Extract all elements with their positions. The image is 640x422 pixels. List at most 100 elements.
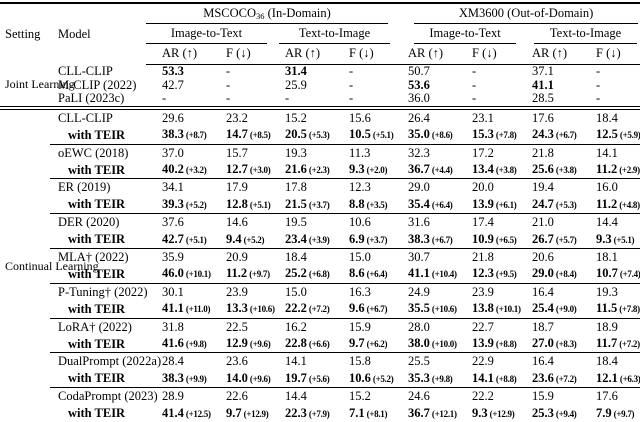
metric-cell: 13.9 (+8.8) — [456, 335, 517, 354]
metric-delta: (+10.0) — [431, 339, 457, 350]
metric-value: 16.3 — [349, 284, 371, 299]
metric-delta: (+3.8) — [495, 165, 517, 175]
metric-value: 41.1 — [532, 77, 554, 92]
metric-cell: 18.1 — [580, 249, 640, 266]
metric-delta: (+6.7) — [366, 304, 388, 315]
metric-value: 25.5 — [408, 354, 430, 369]
table-row: with TEIR 41.6 (+9.8) 12.9 (+9.6) 22.8 (+6.6) 9… — [0, 335, 640, 354]
model-cell-with-teir: with TEIR — [50, 335, 146, 354]
metric-value: 9.6 — [349, 301, 365, 316]
model-cell: DER (2020) — [58, 215, 120, 230]
metric-value: 14.0 — [226, 370, 248, 385]
metric-delta: (+6.8) — [308, 269, 330, 280]
metric-delta: (+8.7) — [185, 130, 207, 141]
metric-value: 22.5 — [226, 319, 248, 334]
metric-cell: 11.2 (+9.7) — [210, 265, 270, 284]
metric-delta: (+3.9) — [308, 234, 330, 245]
column-group-xm3600-out-of-domain: XM3600 (Out-of-Domain) — [392, 3, 640, 24]
metric-delta: (+6.4) — [431, 199, 453, 210]
metric-value: 17.6 — [596, 389, 618, 404]
metric-cell: 18.4 — [269, 249, 333, 266]
metric-cell: 41.4 (+12.5) — [146, 405, 211, 422]
metric-value: 10.5 — [349, 127, 371, 142]
metric-delta: (+6.4) — [366, 269, 388, 280]
metric-cell: 12.3 — [333, 179, 392, 196]
metric-delta: (+9.7) — [249, 269, 270, 280]
metric-cell: 42.7 (+5.1) — [146, 230, 210, 250]
metric-value: 9.3 — [596, 231, 612, 246]
column-subgroup-t2i-mscoco: Text-to-Image — [269, 24, 392, 44]
metric-value: 38.3 — [162, 370, 184, 385]
metric-cell: 37.0 — [146, 144, 210, 161]
metric-cell: - — [210, 78, 269, 93]
metric-value: 14.1 — [596, 145, 618, 160]
table-row: PaLI (2023c) - - - - 36.0 - 28.5 - — [0, 91, 640, 110]
metric-value: 53.6 — [408, 77, 430, 92]
metric-cell: 14.1 (+8.8) — [456, 369, 517, 389]
metric-value: 19.3 — [596, 284, 618, 299]
metric-value: 20.5 — [285, 127, 307, 142]
metric-value: 13.9 — [472, 196, 494, 211]
metric-cell: - — [146, 91, 210, 110]
subgroup-label: Image-to-Text — [146, 25, 267, 44]
metric-cell: 10.7 (+7.4) — [580, 265, 640, 284]
metric-cell: 41.6 (+9.8) — [146, 335, 210, 354]
metric-cell: 15.8 — [333, 353, 392, 370]
metric-cell: 12.5 (+5.9) — [580, 126, 640, 145]
metric-cell: 25.6 (+3.8) — [516, 161, 581, 180]
metric-cell: 31.8 — [146, 318, 210, 335]
metric-value: 10.6 — [349, 370, 371, 385]
metric-value: 22.6 — [226, 389, 248, 404]
metric-cell: 15.9 — [333, 318, 392, 335]
metric-delta: (+2.0) — [366, 165, 388, 175]
metric-value: 12.7 — [226, 162, 248, 176]
metric-value: 35.3 — [408, 370, 430, 385]
metric-cell: 35.4 (+6.4) — [392, 195, 457, 215]
metric-cell: 10.9 (+6.5) — [456, 230, 517, 250]
metric-cell: 6.9 (+3.7) — [333, 230, 393, 250]
metric-value: 18.4 — [596, 110, 618, 125]
metric-value: 23.1 — [472, 110, 494, 125]
metric-value: 30.1 — [162, 284, 184, 299]
metric-cell: 36.0 — [392, 91, 457, 110]
metric-cell: 10.6 — [333, 214, 392, 231]
metric-cell: 11.3 — [333, 144, 392, 161]
metric-value: 19.4 — [532, 180, 554, 195]
model-cell: PaLI (2023c) — [50, 92, 146, 110]
metric-value: 21.0 — [532, 215, 554, 230]
metric-value: 13.9 — [472, 336, 494, 351]
model-cell-with-teir: with TEIR — [50, 265, 146, 284]
metric-value: 15.7 — [226, 145, 248, 160]
metric-cell: 22.9 — [456, 353, 516, 370]
metric-cell: 22.3 (+7.9) — [269, 405, 333, 422]
metric-delta: (+5.3) — [555, 199, 577, 210]
metric-delta: (+12.5) — [185, 408, 211, 419]
metric-delta: (+12.9) — [243, 408, 269, 419]
table-row: with TEIR 42.7 (+5.1) 9.4 (+5.2) 23.4 (+3.9) 6.… — [0, 230, 640, 250]
metric-value: - — [596, 64, 601, 78]
metric-cell: 28.5 — [516, 91, 581, 110]
metric-cell: 13.9 (+6.1) — [456, 195, 517, 215]
metric-cell: 35.0 (+8.6) — [392, 126, 457, 145]
metric-value: 13.3 — [226, 301, 248, 316]
metric-value: 20.0 — [472, 180, 494, 195]
metric-delta: (+3.7) — [366, 234, 388, 245]
table-row: P-Tuning† (2022) 30.1 23.9 15.0 16.3 24.9 23.9… — [0, 283, 640, 300]
metric-cell: 15.0 — [269, 283, 333, 300]
metric-delta: (+9.8) — [431, 373, 453, 384]
metric-cell: 40.2 (+3.2) — [146, 161, 210, 180]
header-metric-row: AR (↑) F (↓) AR (↑) F (↓) AR (↑) F (↓) A… — [0, 44, 640, 65]
metric-cell: 35.9 — [146, 249, 210, 266]
metric-value: 12.9 — [226, 336, 248, 351]
metric-cell: 14.1 — [580, 144, 640, 161]
metric-cell: 23.6 (+7.2) — [516, 369, 581, 389]
metric-value: 25.6 — [532, 162, 554, 176]
metric-cell: 23.9 — [456, 283, 516, 300]
metric-delta: (+6.6) — [308, 339, 330, 350]
metric-cell: 29.0 (+8.4) — [516, 265, 581, 284]
table-row: Continual Learning CLL-CLIP 29.6 23.2 15.2 15… — [0, 108, 640, 273]
metric-value: - — [472, 77, 477, 92]
metric-value: 12.1 — [596, 370, 618, 385]
